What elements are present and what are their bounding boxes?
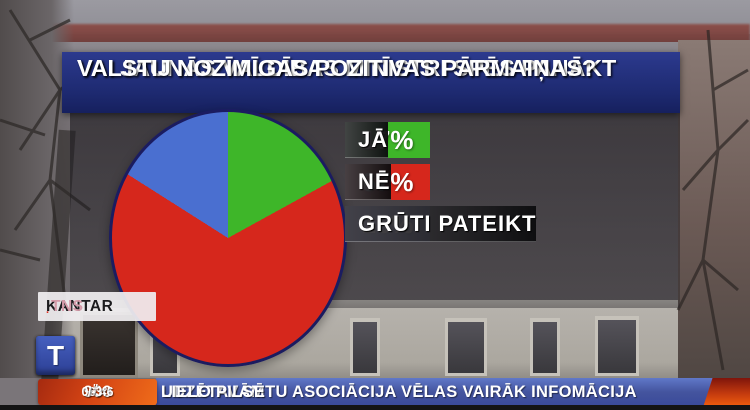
headline-bar: VAI JAUNĀS VALDĪBAS MINISTRI SPĒS PANĀKT… [62, 52, 680, 113]
legend-label: NĒ [345, 164, 391, 200]
headline-line-1: VAI JAUNĀS VALDĪBAS MINISTRI SPĒS PANĀKT [77, 55, 617, 81]
tns-text: TNS [51, 297, 84, 315]
seconds-mark-icon: ″ [93, 383, 98, 394]
headline-line-2: VALSTIJ NOZĪMĪGAS POZITĪVAS PĀRMAIŅAS? [77, 55, 596, 81]
legend-label: GRŪTI PATEIKT [345, 206, 537, 242]
legend-row-hard-to-say: 16% GRŪTI PATEIKT [345, 206, 680, 242]
pie-chart [109, 109, 347, 367]
building-door [80, 312, 138, 378]
show-time-temperature-badge: 900 ″ 06:46 /-3° [38, 379, 157, 405]
tns-dot-icon: . [46, 303, 50, 316]
building-roof-stripe [0, 24, 750, 44]
building-window [350, 318, 380, 376]
building-window [595, 316, 639, 376]
kantar-tns-logo: KANTAR TNS . [38, 292, 156, 321]
legend-label: JĀ [345, 122, 389, 158]
building-window [445, 318, 487, 376]
ticker-item-1: UDZĒTAVĀM [161, 382, 265, 401]
tree-branches-right-icon [676, 29, 750, 371]
bottom-edge-strip [0, 405, 750, 410]
ticker-item-2: LIELO PILSĒTU ASOCIĀCIJA VĒLAS VAIRĀK IN… [161, 382, 637, 401]
time-label: 06:46 [81, 385, 114, 399]
kantar-text: KANTAR [46, 297, 114, 315]
lnt-letter-t: T [36, 336, 75, 375]
news-ticker-bar: UDZĒTAVĀM LIELO PILSĒTU ASOCIĀCIJA VĒLAS… [156, 378, 750, 406]
temperature-label: /-3° [87, 385, 108, 399]
show-name: 900 [83, 382, 112, 401]
ticker-end-cap [703, 378, 750, 406]
legend-row-no: 67% NĒ [345, 164, 680, 200]
building-window [530, 318, 560, 376]
legend-row-yes: 17% JĀ [345, 122, 680, 158]
